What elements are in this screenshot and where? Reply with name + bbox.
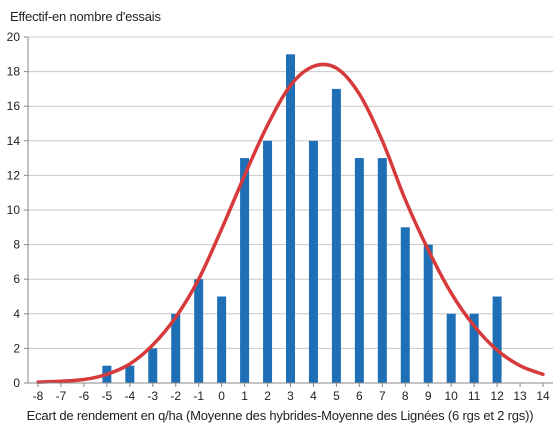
y-tick-labels: 0 2 4 6 8 10 12 14 16 18 20 — [7, 30, 21, 390]
x-tick-labels: -8 -7 -6 -5 -4 -3 -2 -1 0 1 2 3 4 5 6 7 8 9 10 11 12 13 14 — [33, 389, 550, 403]
x-tick-label: -4 — [124, 389, 135, 403]
bar — [423, 244, 433, 383]
bar — [240, 158, 250, 383]
axes — [24, 36, 553, 387]
y-tick-label: 4 — [13, 307, 20, 321]
bar — [377, 158, 387, 383]
fitted-curve — [36, 62, 545, 384]
x-tick-label: 8 — [402, 389, 409, 403]
x-tick-label: -5 — [102, 389, 113, 403]
x-tick-label: 14 — [536, 389, 550, 403]
y-tick-label: 18 — [7, 65, 21, 79]
bar — [308, 140, 318, 383]
bar — [469, 313, 479, 383]
bar — [400, 227, 410, 383]
y-tick-label: 6 — [13, 272, 20, 286]
x-axis-title: Ecart de rendement en q/ha (Moyenne des … — [26, 408, 534, 423]
x-tick-label: -6 — [79, 389, 90, 403]
x-tick-label: 6 — [356, 389, 363, 403]
x-tick-label: 2 — [264, 389, 271, 403]
y-tick-label: 10 — [7, 203, 21, 217]
bar — [331, 88, 341, 384]
x-tick-label: 11 — [468, 389, 481, 403]
x-tick-label: 0 — [218, 389, 225, 403]
bar — [148, 348, 158, 383]
bar — [286, 54, 295, 384]
x-tick-label: 9 — [425, 389, 432, 403]
bar — [354, 158, 364, 383]
x-tick-label: 1 — [241, 389, 248, 403]
y-tick-label: 12 — [7, 168, 21, 182]
bar — [217, 296, 227, 383]
y-axis-title: Effectif-en nombre d'essais — [10, 9, 161, 24]
x-tick-label: -8 — [33, 389, 44, 403]
curve-series — [36, 62, 545, 384]
y-tick-label: 8 — [13, 238, 20, 252]
x-tick-label: -1 — [193, 389, 204, 403]
x-tick-label: 10 — [445, 389, 459, 403]
y-tick-label: 16 — [7, 99, 21, 113]
x-tick-label: 7 — [379, 389, 386, 403]
bar — [492, 296, 502, 383]
y-tick-label: 0 — [13, 376, 20, 390]
x-tick-label: 13 — [513, 389, 527, 403]
bar — [194, 279, 204, 383]
x-tick-label: 5 — [333, 389, 340, 403]
y-tick-label: 2 — [13, 341, 20, 355]
bar — [125, 365, 135, 383]
x-tick-label: -7 — [56, 389, 67, 403]
bar — [171, 313, 181, 383]
y-tick-label: 20 — [7, 30, 21, 44]
bar — [446, 313, 456, 383]
x-tick-label: 4 — [310, 389, 317, 403]
x-tick-label: -3 — [147, 389, 158, 403]
x-tick-label: -2 — [170, 389, 181, 403]
x-tick-label: 3 — [287, 389, 294, 403]
x-tick-label: 12 — [490, 389, 504, 403]
bar — [263, 140, 273, 383]
y-tick-label: 14 — [7, 134, 21, 148]
